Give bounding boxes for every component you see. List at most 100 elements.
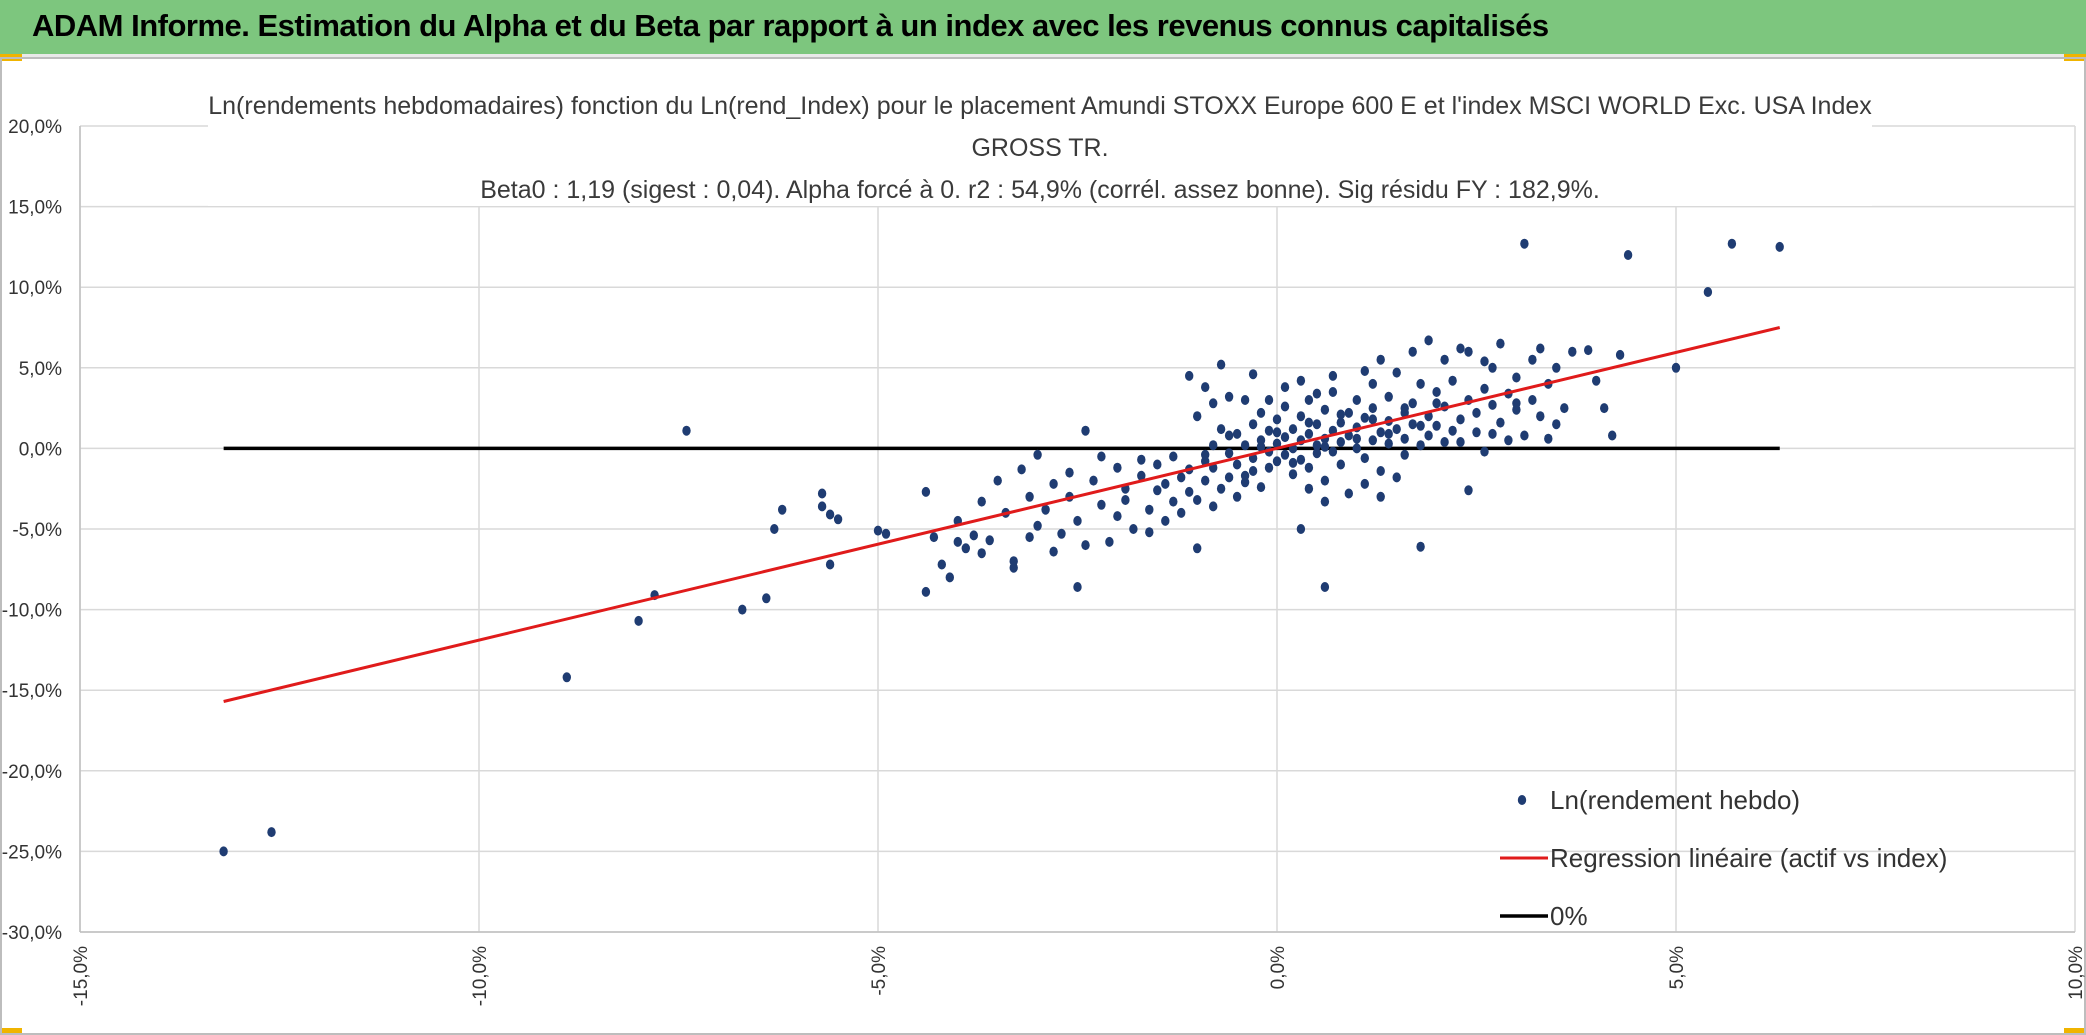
data-point: [1584, 345, 1593, 356]
data-point: [1073, 582, 1082, 592]
data-point: [953, 536, 962, 547]
data-point: [1169, 496, 1178, 507]
data-point: [1440, 354, 1449, 365]
data-point: [1456, 343, 1465, 354]
data-point: [1368, 403, 1378, 414]
y-tick-label: -20,0%: [2, 762, 62, 783]
data-point: [1304, 395, 1314, 405]
data-point: [937, 559, 946, 570]
legend-marker-points: [1517, 795, 1527, 805]
data-point: [1560, 403, 1569, 414]
x-tick-label: 0,0%: [1268, 946, 1289, 989]
data-point: [1592, 375, 1601, 386]
data-point: [1129, 524, 1138, 534]
data-point: [833, 514, 843, 525]
data-point: [778, 504, 787, 515]
data-point: [1216, 359, 1226, 370]
data-point: [1448, 425, 1457, 436]
data-point: [1320, 475, 1330, 486]
data-point: [1400, 449, 1409, 460]
data-point: [1312, 388, 1322, 399]
data-point: [1336, 417, 1346, 428]
data-point: [1344, 407, 1354, 418]
data-point: [1432, 398, 1441, 409]
data-point: [1424, 335, 1433, 346]
data-point: [1392, 367, 1401, 378]
data-point: [1312, 448, 1322, 459]
data-point: [1033, 520, 1042, 531]
data-point: [1671, 362, 1681, 373]
data-point: [1512, 398, 1521, 409]
data-point: [1017, 464, 1026, 475]
chart-title-line: Beta0 : 1,19 (sigest : 0,04). Alpha forc…: [480, 176, 1600, 204]
data-point: [1608, 430, 1617, 441]
data-point: [1400, 433, 1409, 444]
data-point: [969, 530, 978, 541]
data-point: [1105, 536, 1114, 547]
data-point: [1432, 420, 1441, 431]
x-tick-label: 10,0%: [2066, 946, 2086, 1000]
chart-title-background: [208, 84, 1872, 206]
data-point: [267, 827, 276, 838]
data-point: [1137, 454, 1146, 465]
data-point: [1240, 470, 1250, 481]
y-tick-label: -5,0%: [12, 520, 62, 541]
data-point: [1416, 541, 1425, 552]
chart-title-box: [208, 84, 1872, 206]
data-point: [1216, 483, 1226, 494]
data-point: [1360, 453, 1370, 464]
x-tick-label: -15,0%: [71, 946, 92, 1006]
data-point: [1185, 370, 1194, 381]
data-point: [1488, 428, 1497, 439]
regression-series-line: [223, 326, 1781, 703]
legend-label-points: Ln(rendement hebdo): [1550, 785, 1800, 815]
data-point: [985, 535, 994, 546]
data-point: [1193, 543, 1202, 554]
data-point: [1320, 404, 1330, 415]
data-point: [1081, 425, 1090, 436]
data-point: [1368, 414, 1378, 425]
data-point: [1296, 454, 1306, 465]
data-point: [921, 586, 931, 597]
data-point: [1448, 375, 1457, 386]
data-point: [1432, 387, 1441, 397]
data-point: [1280, 449, 1290, 460]
data-point: [1248, 466, 1258, 476]
data-point: [1464, 346, 1473, 357]
data-point: [1376, 354, 1385, 365]
data-point: [1536, 411, 1545, 422]
data-point: [1320, 441, 1330, 452]
data-point: [1280, 382, 1290, 393]
data-point: [1376, 491, 1385, 502]
data-point: [1161, 515, 1170, 526]
data-point: [1552, 362, 1561, 373]
data-point: [1480, 356, 1489, 367]
y-tick-label: 10,0%: [8, 278, 62, 299]
data-point: [682, 425, 691, 436]
regression-line: [223, 326, 1781, 703]
data-point: [1408, 346, 1417, 357]
data-point: [1304, 462, 1314, 473]
data-point: [1113, 511, 1122, 522]
data-point: [1224, 391, 1234, 402]
chart-title-line: Ln(rendements hebdomadaires) fonction du…: [208, 92, 1872, 120]
data-point: [1472, 407, 1481, 418]
data-point: [1440, 437, 1449, 447]
data-point: [929, 532, 939, 543]
data-point: [1703, 287, 1713, 297]
data-point: [825, 559, 835, 570]
data-point: [1520, 430, 1529, 441]
data-point: [1041, 504, 1050, 515]
corner-marker: [0, 1028, 22, 1035]
data-point: [1272, 438, 1282, 449]
data-point: [817, 488, 827, 499]
data-point: [1137, 470, 1146, 481]
data-point: [1328, 387, 1338, 397]
y-tick-label: 20,0%: [8, 117, 62, 138]
data-point: [1480, 383, 1489, 394]
data-point: [1288, 469, 1298, 480]
data-point: [1727, 238, 1737, 249]
data-point: [1169, 451, 1178, 462]
data-point: [1488, 362, 1497, 373]
